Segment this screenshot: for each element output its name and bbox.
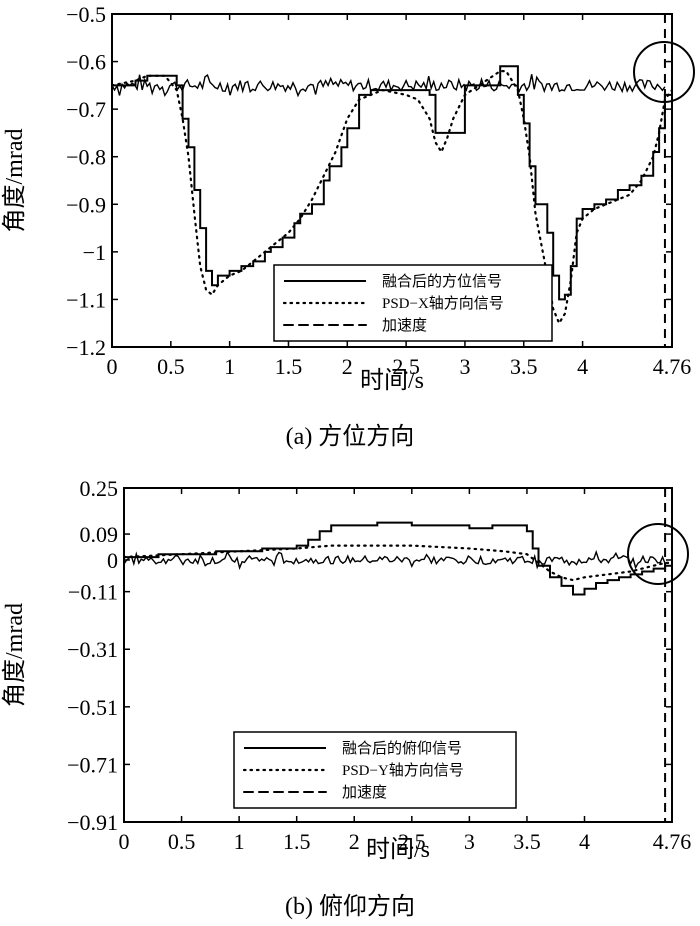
x-tick-label: 2.5 bbox=[392, 354, 420, 379]
y-tick-label: −1.2 bbox=[66, 335, 106, 360]
x-tick-label: 4.76 bbox=[653, 829, 692, 854]
x-tick-label: 0 bbox=[119, 829, 130, 854]
x-tick-label: 4 bbox=[579, 829, 590, 854]
legend-label: 融合后的俯仰信号 bbox=[342, 740, 462, 757]
x-tick-label: 2 bbox=[349, 829, 360, 854]
highlight-circle bbox=[627, 523, 689, 585]
y-tick-label: −0.5 bbox=[66, 2, 106, 27]
x-axis-label: 时间/s bbox=[366, 836, 430, 863]
y-tick-label: −0.71 bbox=[67, 752, 118, 777]
series-line-psd bbox=[124, 544, 672, 582]
y-axis-label: 角度/mrad bbox=[1, 603, 28, 707]
y-tick-label: −0.8 bbox=[66, 145, 106, 170]
highlight-circle bbox=[633, 41, 695, 103]
x-tick-label: 2 bbox=[342, 354, 353, 379]
y-tick-label: −1.1 bbox=[66, 287, 106, 312]
x-tick-label: 3.5 bbox=[510, 354, 538, 379]
legend-box bbox=[233, 731, 517, 809]
y-tick-label: 0.25 bbox=[80, 476, 119, 501]
y-tick-label: −0.9 bbox=[66, 192, 106, 217]
x-tick-label: 2.5 bbox=[398, 829, 426, 854]
x-tick-label: 0.5 bbox=[157, 354, 185, 379]
x-tick-label: 3 bbox=[464, 829, 475, 854]
plot-area bbox=[124, 488, 672, 822]
legend-label: PSD−X轴方向信号 bbox=[382, 295, 504, 312]
y-tick-label: 0.09 bbox=[80, 522, 119, 547]
legend-label: 加速度 bbox=[342, 784, 387, 801]
x-tick-label: 1 bbox=[234, 829, 245, 854]
y-tick-label: −0.11 bbox=[68, 580, 118, 605]
y-tick-label: −0.51 bbox=[67, 695, 118, 720]
x-tick-label: 1.5 bbox=[283, 829, 311, 854]
series-acceleration-trace bbox=[124, 549, 666, 571]
y-tick-label: −0.31 bbox=[67, 637, 118, 662]
plot-frame bbox=[123, 487, 673, 823]
chart-panel-a: 0 0.5 1 1.5 2 2.5 3 3.5 4 4.76 −0.5 −0.6 −0.7 −0.8 −0.… bbox=[1, 2, 695, 450]
legend-label: 加速度 bbox=[382, 317, 427, 334]
x-tick-label: 3.5 bbox=[513, 829, 541, 854]
y-tick-label: −0.91 bbox=[67, 810, 118, 835]
x-tick-label: 1.5 bbox=[275, 354, 303, 379]
plot-frame bbox=[111, 13, 673, 348]
legend-box bbox=[273, 264, 553, 342]
x-axis-label: 时间/s bbox=[360, 367, 424, 394]
panel-caption: (a) 方位方向 bbox=[286, 423, 415, 450]
series-acceleration-trace bbox=[112, 74, 666, 98]
x-tick-label: 1 bbox=[224, 354, 235, 379]
chart-panel-b: 0 0.5 1 1.5 2 2.5 3 3.5 4 4.760.250.090−0.11−0.31… bbox=[1, 476, 691, 920]
y-tick-label: −0.7 bbox=[66, 97, 106, 122]
x-tick-label: 4 bbox=[577, 354, 588, 379]
x-tick-label: 0 bbox=[107, 354, 118, 379]
x-tick-label: 3 bbox=[459, 354, 470, 379]
x-tick-label: 4.76 bbox=[653, 354, 692, 379]
legend-label: 融合后的方位信号 bbox=[382, 273, 502, 290]
y-tick-label: −0.6 bbox=[66, 50, 106, 75]
legend-label: PSD−Y轴方向信号 bbox=[342, 762, 464, 779]
x-tick-label: 0.5 bbox=[168, 829, 196, 854]
plot-area bbox=[112, 14, 672, 347]
y-tick-label: −1 bbox=[83, 240, 106, 265]
panel-caption: (b) 俯仰方向 bbox=[285, 893, 415, 920]
y-axis-label: 角度/mrad bbox=[1, 129, 28, 233]
y-tick-label: 0 bbox=[107, 548, 118, 573]
